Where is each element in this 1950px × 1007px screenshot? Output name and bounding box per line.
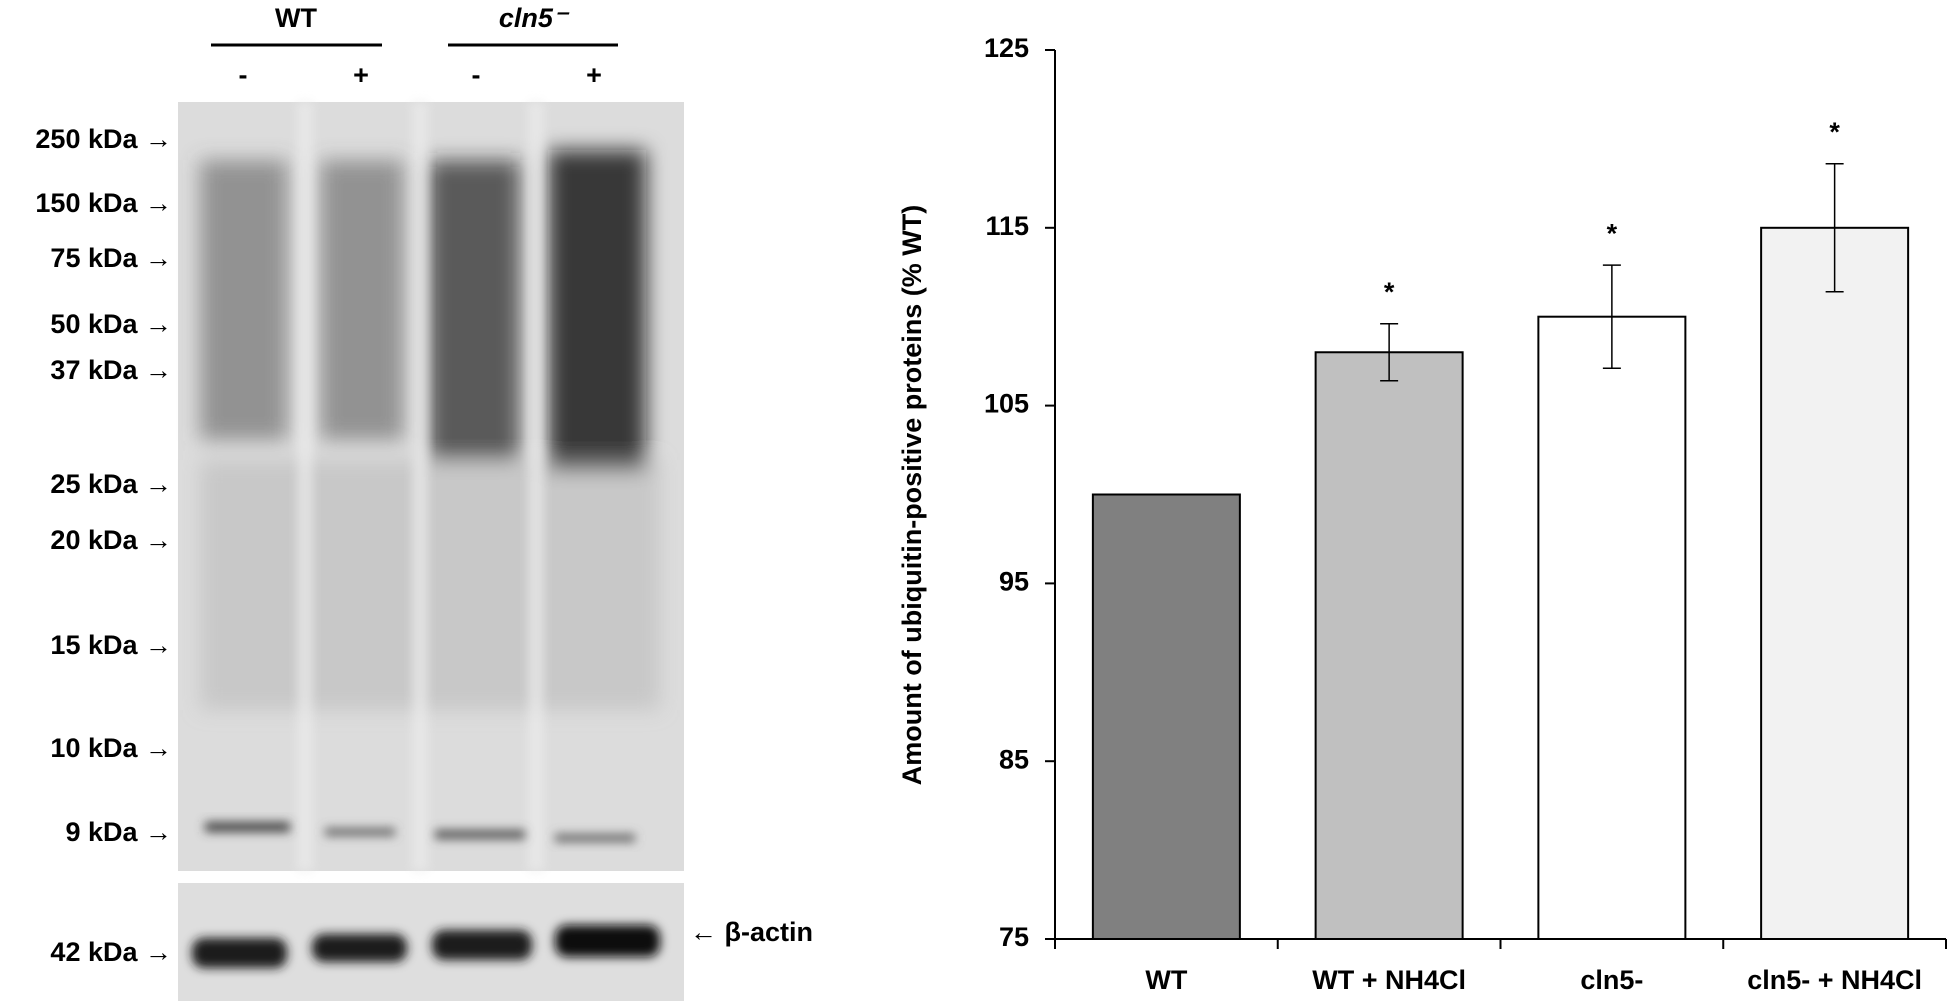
marker-label: 25 kDa →: [50, 469, 172, 499]
group-label: cln5⁻: [499, 3, 570, 33]
significance-marker: *: [1607, 218, 1618, 248]
marker-label: 42 kDa →: [50, 937, 172, 967]
blot-low-bands: [205, 822, 635, 842]
x-tick-label: cln5-: [1580, 965, 1643, 995]
bar: [1091, 493, 1241, 940]
y-tick-label: 105: [984, 389, 1029, 419]
x-tick-label: cln5- + NH4Cl: [1747, 965, 1922, 995]
x-tick-label: WT: [1145, 965, 1187, 995]
marker-label: 50 kDa →: [50, 309, 172, 339]
error-bar: [1825, 163, 1844, 293]
significance-marker: *: [1384, 277, 1395, 307]
actin-bands: [192, 925, 660, 968]
y-tick-label: 125: [984, 33, 1029, 63]
blot: WT cln5⁻ - + - + 250 kDa → 150 kDa → 75 …: [35, 3, 813, 1001]
marker-label: 150 kDa →: [35, 188, 172, 218]
y-tick-label: 75: [999, 922, 1029, 952]
bar: [1314, 351, 1464, 940]
actin-label: ← β-actin: [690, 917, 813, 947]
bar-chart: Amount of ubiquitin-positive proteins (%…: [897, 33, 1947, 995]
significance-marker: *: [1829, 117, 1840, 147]
marker-label: 15 kDa →: [50, 630, 172, 660]
bar: [1760, 226, 1910, 941]
y-tick-label: 85: [999, 744, 1029, 774]
error-bar: [1602, 264, 1621, 370]
marker-label: 9 kDa →: [65, 817, 172, 847]
lane-sign: +: [586, 60, 602, 90]
lane-sign: +: [353, 60, 369, 90]
y-axis-label: Amount of ubiquitin-positive proteins (%…: [897, 205, 927, 785]
x-tick-label: WT + NH4Cl: [1312, 965, 1466, 995]
marker-label: 20 kDa →: [50, 525, 172, 555]
lane-sign: -: [472, 60, 481, 90]
marker-label: 75 kDa →: [50, 243, 172, 273]
blot-smears: [200, 150, 660, 710]
group-label: WT: [275, 3, 317, 33]
marker-label: 250 kDa →: [35, 124, 172, 154]
marker-label: 37 kDa →: [50, 355, 172, 385]
lane-sign: -: [239, 60, 248, 90]
bar: [1537, 315, 1687, 940]
y-tick-label: 115: [985, 211, 1029, 241]
y-tick-label: 95: [999, 567, 1029, 597]
error-bar: [1380, 323, 1399, 382]
marker-label: 10 kDa →: [50, 733, 172, 763]
